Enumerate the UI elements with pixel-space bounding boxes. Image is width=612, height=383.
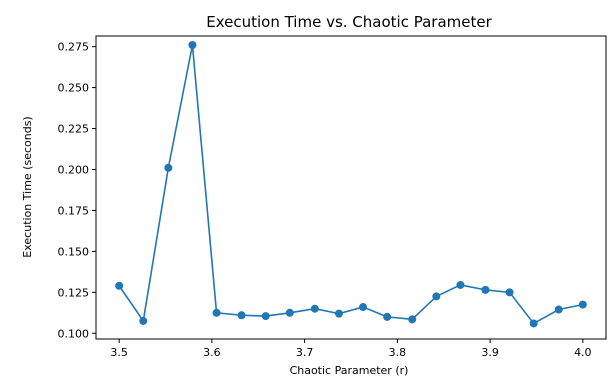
x-tick-label: 4.0: [574, 346, 592, 359]
x-tick-label: 3.7: [296, 346, 314, 359]
data-point: [408, 315, 417, 324]
data-point: [505, 288, 514, 297]
data-point: [383, 312, 392, 321]
data-point: [578, 300, 587, 309]
x-tick-label: 3.5: [110, 346, 128, 359]
data-point: [456, 280, 465, 289]
data-point: [359, 303, 368, 312]
data-point: [554, 305, 563, 314]
y-tick-label: 0.250: [58, 82, 90, 95]
y-tick-label: 0.225: [58, 123, 90, 136]
data-point: [261, 312, 270, 321]
x-axis-label: Chaotic Parameter (r): [290, 364, 409, 377]
y-tick-label: 0.100: [58, 327, 90, 340]
data-point: [188, 41, 197, 50]
data-point: [115, 281, 124, 290]
data-point: [529, 319, 538, 328]
series-layer: [115, 41, 587, 328]
y-axis-label: Execution Time (seconds): [21, 116, 34, 257]
chart-title: Execution Time vs. Chaotic Parameter: [206, 13, 492, 31]
x-tick-label: 3.8: [389, 346, 407, 359]
data-point: [432, 292, 441, 301]
y-tick-label: 0.275: [58, 41, 90, 54]
data-point: [139, 316, 148, 325]
data-point: [310, 304, 319, 313]
x-tick-label: 3.6: [203, 346, 221, 359]
plot-area: [95, 35, 607, 340]
y-tick-label: 0.175: [58, 204, 90, 217]
y-tick-label: 0.150: [58, 245, 90, 258]
data-point: [285, 308, 294, 317]
y-tick-label: 0.200: [58, 163, 90, 176]
x-tick-label: 3.9: [481, 346, 499, 359]
data-point: [481, 285, 490, 294]
data-point: [212, 308, 221, 317]
x-axis: 3.5 3.6 3.7 3.8 3.9 4.0: [110, 339, 592, 359]
series-line: [118, 44, 583, 325]
y-axis: 0.100 0.125 0.150 0.175 0.200 0.225 0.250 0.275: [58, 41, 96, 340]
data-point: [334, 309, 343, 318]
y-tick-label: 0.125: [58, 286, 90, 299]
data-point: [237, 311, 246, 320]
data-point: [164, 163, 173, 172]
